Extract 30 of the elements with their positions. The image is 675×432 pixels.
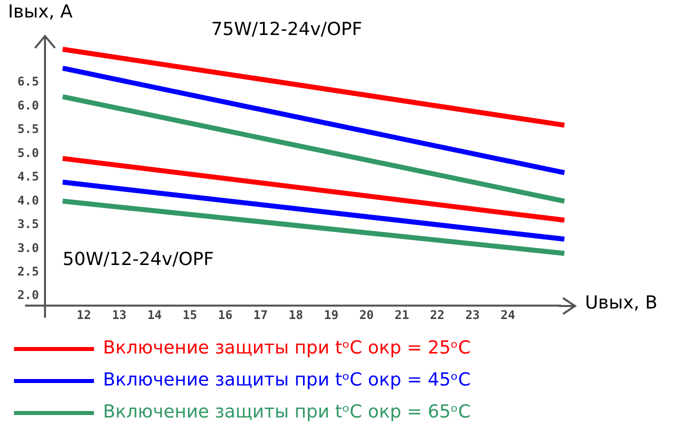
x-tick-label: 17	[253, 308, 268, 322]
annotation: 75W/12-24v/OPF	[211, 18, 362, 40]
y-axis-title: Iвых, A	[8, 2, 74, 23]
y-tick-label: 6.5	[17, 74, 39, 89]
x-tick-label: 24	[500, 308, 516, 322]
y-tick-label: 5.0	[17, 146, 39, 160]
x-tick-label: 16	[218, 308, 232, 322]
legend-label: Включение защиты при tᵒC окр = 65ᵒC	[103, 402, 471, 423]
legend-label: Включение защиты при tᵒC окр = 25ᵒC	[103, 338, 471, 359]
y-tick-label: 3.5	[17, 217, 39, 232]
x-tick-label: 19	[324, 308, 338, 322]
x-axis-title: Uвых, B	[585, 292, 658, 314]
y-tick-label: 2.0	[17, 288, 39, 302]
x-tick-label: 13	[112, 308, 126, 322]
x-tick-label: 12	[76, 308, 92, 322]
x-tick-label: 15	[182, 308, 198, 322]
y-tick-label: 4.0	[17, 193, 39, 208]
legend-label: Включение защиты при tᵒC окр = 45ᵒC	[103, 370, 471, 391]
y-tick-label: 3.0	[17, 240, 39, 255]
y-tick-label: 6.0	[17, 98, 39, 112]
y-tick-label: 2.5	[17, 264, 39, 278]
y-tick-label: 4.5	[17, 170, 39, 184]
annotation: 50W/12-24v/OPF	[62, 249, 214, 270]
x-tick-label: 14	[147, 308, 162, 322]
x-tick-label: 22	[430, 308, 444, 322]
x-tick-label: 21	[394, 308, 410, 322]
x-tick-label: 20	[359, 308, 374, 322]
x-tick-label: 18	[288, 308, 304, 322]
y-tick-label: 5.5	[17, 122, 39, 136]
x-tick-label: 23	[465, 308, 480, 322]
